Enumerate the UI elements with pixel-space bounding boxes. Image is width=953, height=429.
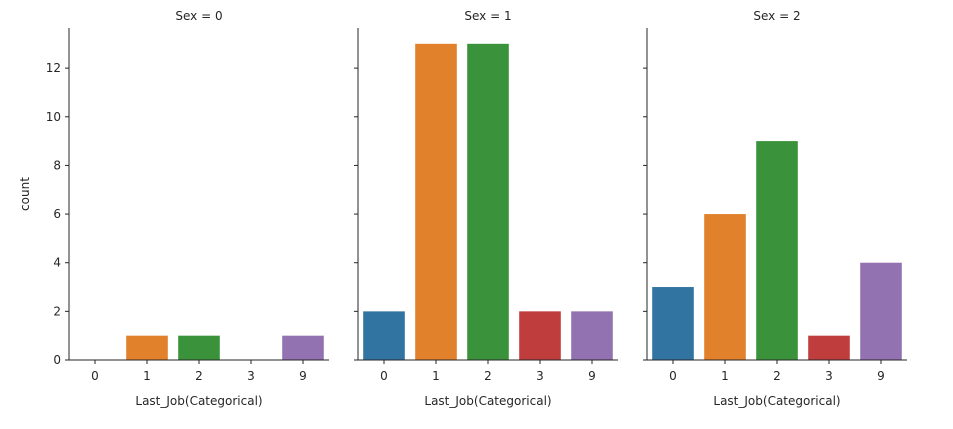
- facet-title-1: Sex = 1: [464, 9, 511, 23]
- x-tick-label-facet2-2: 2: [773, 369, 781, 383]
- y-tick-label-10: 10: [46, 110, 61, 124]
- y-tick-label-4: 4: [53, 256, 61, 270]
- bar-facet0-cat-2: [178, 335, 220, 360]
- x-tick-label-facet1-3: 3: [536, 369, 544, 383]
- y-tick-label-2: 2: [53, 304, 61, 318]
- facet-title-2: Sex = 2: [753, 9, 800, 23]
- x-tick-label-facet0-2: 2: [195, 369, 203, 383]
- x-tick-label-facet2-0: 0: [669, 369, 677, 383]
- facet-title-0: Sex = 0: [175, 9, 222, 23]
- bar-facet2-cat-1: [704, 214, 746, 360]
- y-tick-label-0: 0: [53, 353, 61, 367]
- y-tick-label-12: 12: [46, 61, 61, 75]
- x-tick-label-facet2-9: 9: [877, 369, 885, 383]
- bar-facet1-cat-0: [363, 311, 405, 360]
- x-tick-label-facet0-1: 1: [143, 369, 151, 383]
- y-axis-label: count: [18, 177, 32, 211]
- x-tick-label-facet1-2: 2: [484, 369, 492, 383]
- bar-facet2-cat-3: [808, 335, 850, 360]
- bar-facet2-cat-2: [756, 141, 798, 360]
- x-tick-label-facet1-0: 0: [380, 369, 388, 383]
- x-axis-label-facet2: Last_Job(Categorical): [713, 394, 840, 408]
- x-axis-label-facet1: Last_Job(Categorical): [424, 394, 551, 408]
- x-tick-label-facet0-3: 3: [247, 369, 255, 383]
- bar-facet1-cat-3: [519, 311, 561, 360]
- x-tick-label-facet2-3: 3: [825, 369, 833, 383]
- bar-facet0-cat-9: [282, 335, 324, 360]
- x-tick-label-facet0-0: 0: [91, 369, 99, 383]
- x-tick-label-facet1-9: 9: [588, 369, 596, 383]
- x-tick-label-facet0-9: 9: [299, 369, 307, 383]
- bar-facet1-cat-9: [571, 311, 613, 360]
- x-tick-label-facet2-1: 1: [721, 369, 729, 383]
- bar-facet1-cat-1: [415, 43, 457, 361]
- bar-facet2-cat-0: [652, 287, 694, 360]
- bar-facet2-cat-9: [860, 262, 902, 360]
- bar-facet0-cat-1: [126, 335, 168, 360]
- bar-facet1-cat-2: [467, 43, 509, 361]
- y-tick-label-8: 8: [53, 158, 61, 172]
- x-tick-label-facet1-1: 1: [432, 369, 440, 383]
- y-tick-label-6: 6: [53, 207, 61, 221]
- x-axis-label-facet0: Last_Job(Categorical): [135, 394, 262, 408]
